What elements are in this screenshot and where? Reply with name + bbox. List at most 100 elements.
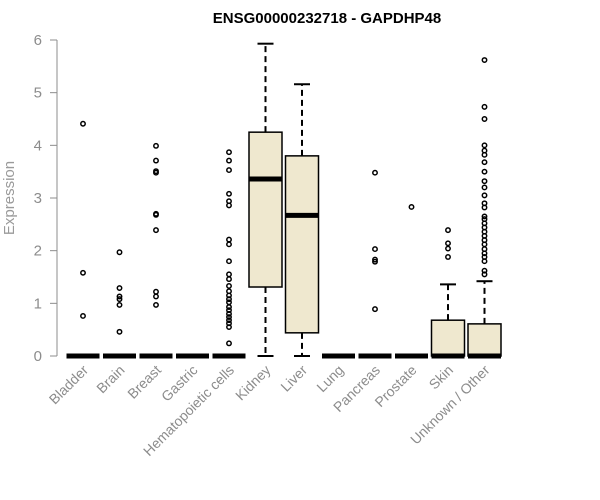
- outlier-point: [481, 213, 488, 220]
- outlier-point: [80, 269, 86, 276]
- outlier-point: [445, 227, 451, 234]
- box-median: [139, 353, 173, 359]
- outlier-point: [80, 313, 86, 319]
- box-pancreas: [358, 169, 392, 359]
- outlier-point: [226, 288, 232, 295]
- outlier-point: [226, 190, 232, 197]
- y-tick-label: 3: [34, 190, 42, 207]
- y-tick-label: 2: [34, 243, 42, 260]
- outlier-point: [372, 256, 378, 263]
- box-median: [212, 353, 246, 359]
- box-median: [322, 353, 355, 359]
- outlier-point: [226, 304, 232, 310]
- outlier-point: [153, 293, 159, 300]
- outlier-point: [481, 246, 488, 253]
- outlier-point: [372, 246, 378, 253]
- x-tick-label: Breast: [124, 362, 164, 402]
- outlier-point: [445, 245, 451, 252]
- outlier-point: [481, 178, 488, 185]
- outlier-point: [481, 103, 488, 110]
- outlier-point: [116, 249, 123, 256]
- box-group: [66, 42, 502, 359]
- x-tick-label: Skin: [426, 362, 457, 393]
- y-tick-label: 6: [34, 32, 42, 49]
- y-tick-label: 4: [34, 137, 42, 154]
- box-median: [103, 353, 136, 359]
- outlier-point: [226, 258, 232, 265]
- outlier-point: [226, 320, 232, 327]
- x-tick-label: Liver: [277, 362, 310, 395]
- box-median: [395, 353, 428, 359]
- outlier-point: [116, 296, 123, 303]
- outlier-point: [153, 168, 159, 175]
- outlier-point: [481, 267, 488, 274]
- outlier-point: [153, 227, 159, 234]
- outlier-point: [153, 301, 159, 308]
- outlier-point: [153, 288, 159, 295]
- outlier-point: [226, 299, 232, 306]
- box-iqr: [430, 319, 466, 357]
- box-breast: [139, 142, 173, 359]
- box-brain: [103, 249, 136, 359]
- box-median: [358, 353, 392, 359]
- x-tick-label: Kidney: [232, 362, 274, 404]
- outlier-point: [226, 276, 232, 283]
- outlier-point: [153, 142, 159, 149]
- outlier-point: [153, 157, 159, 164]
- box-median: [176, 353, 209, 359]
- box-lung: [322, 353, 355, 359]
- box-liver: [284, 83, 320, 357]
- outlier-point: [153, 210, 159, 217]
- outlier-point: [481, 57, 488, 63]
- outlier-point: [481, 216, 488, 223]
- box-iqr: [284, 155, 320, 334]
- box-iqr: [248, 131, 283, 288]
- y-tick-label: 5: [34, 85, 42, 102]
- outlier-point: [116, 328, 123, 335]
- outlier-point: [226, 317, 232, 324]
- box-iqr: [467, 323, 502, 357]
- box-prostate: [395, 204, 428, 359]
- outlier-point: [226, 271, 232, 278]
- outlier-point: [226, 283, 232, 289]
- y-tick-label: 1: [34, 295, 42, 312]
- outlier-point: [116, 293, 123, 300]
- y-axis-label: Expression: [1, 161, 18, 235]
- box-unknown-other: [467, 57, 502, 359]
- y-axis: 0 1 2 3 4 5 6: [34, 32, 58, 365]
- outlier-point: [481, 147, 488, 154]
- outlier-point: [226, 167, 232, 174]
- outlier-point: [226, 340, 232, 347]
- outlier-point: [226, 157, 232, 164]
- outlier-point: [226, 236, 232, 243]
- outlier-point: [372, 306, 378, 313]
- outlier-point: [226, 241, 232, 248]
- chart-title: ENSG00000232718 - GAPDHP48: [213, 10, 441, 27]
- outlier-point: [445, 240, 451, 247]
- box-bladder: [66, 120, 100, 359]
- x-tick-label: Brain: [93, 362, 127, 396]
- outlier-point: [481, 184, 488, 191]
- outlier-point: [226, 307, 232, 314]
- outlier-point: [226, 149, 232, 156]
- outlier-point: [481, 116, 488, 122]
- outlier-point: [481, 159, 488, 166]
- outlier-point: [408, 204, 415, 210]
- box-gastric: [176, 353, 209, 359]
- box-hematopoietic-cells: [212, 149, 246, 359]
- outlier-point: [372, 169, 378, 176]
- x-tick-label: Bladder: [46, 362, 92, 408]
- box-skin: [430, 227, 466, 359]
- x-tick-label: Lung: [313, 362, 346, 395]
- outlier-point: [226, 314, 232, 320]
- outlier-point: [116, 285, 123, 292]
- box-kidney: [248, 42, 283, 357]
- outlier-point: [226, 198, 232, 205]
- outlier-point: [445, 254, 451, 260]
- box-median: [66, 353, 100, 359]
- outlier-point: [372, 258, 378, 265]
- outlier-point: [116, 301, 123, 308]
- outlier-point: [481, 168, 488, 175]
